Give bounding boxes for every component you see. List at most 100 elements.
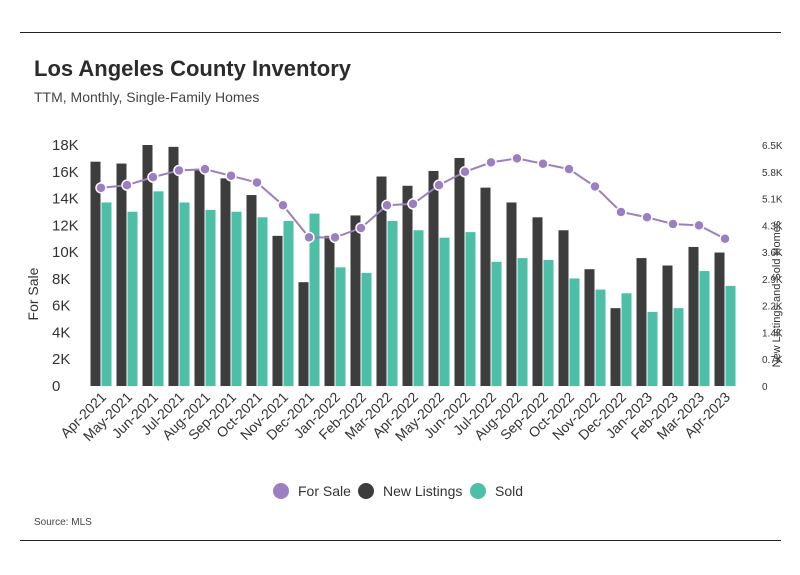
new-listings-bar <box>558 230 569 386</box>
sold-bar <box>621 293 632 386</box>
new-listings-bar <box>402 185 413 386</box>
chart-subtitle: TTM, Monthly, Single-Family Homes <box>34 89 260 105</box>
left-tick-label: 18K <box>52 137 79 154</box>
sold-bar <box>647 311 658 386</box>
new-listings-bar <box>194 169 205 386</box>
for-sale-point <box>407 198 419 210</box>
for-sale-line-layer <box>95 152 731 245</box>
sold-bar <box>699 271 710 386</box>
new-listings-bar <box>714 252 725 386</box>
left-tick-label: 16K <box>52 164 79 181</box>
for-sale-point <box>355 222 367 234</box>
sold-bar <box>725 285 736 386</box>
new-listings-bar <box>688 246 699 386</box>
for-sale-point <box>537 157 549 170</box>
for-sale-point <box>95 182 107 194</box>
legend: For Sale New Listings Sold <box>273 483 523 499</box>
legend-label: Sold <box>495 483 523 499</box>
right-tick-label: 5.1K <box>762 195 783 206</box>
right-tick-label: 6.5K <box>762 141 783 152</box>
sold-bar <box>205 209 216 386</box>
left-tick-label: 2K <box>52 351 70 368</box>
left-tick-label: 4K <box>52 324 70 341</box>
for-sale-point <box>641 211 653 224</box>
new-listings-bar <box>116 163 127 386</box>
bottom-rule <box>20 540 781 541</box>
sold-bar <box>127 211 138 386</box>
sold-bar <box>491 261 502 386</box>
new-listings-bar <box>376 176 387 386</box>
for-sale-point <box>251 176 263 189</box>
new-listings-bar <box>532 217 543 386</box>
left-tick-label: 14K <box>52 191 79 208</box>
top-rule <box>20 32 781 33</box>
for-sale-point <box>433 179 445 191</box>
for-sale-point <box>719 232 731 245</box>
for-sale-point <box>667 218 679 230</box>
legend-swatch <box>273 483 289 499</box>
for-sale-point <box>459 166 471 178</box>
legend-label: New Listings <box>383 483 462 499</box>
for-sale-point <box>615 206 627 218</box>
source-note: Source: MLS <box>34 517 92 528</box>
for-sale-point <box>693 219 705 232</box>
new-listings-bar <box>168 146 179 386</box>
right-tick-label: 2.9K <box>762 275 783 286</box>
left-tick-label: 8K <box>52 271 70 288</box>
left-tick-label: 6K <box>52 298 70 315</box>
new-listings-bar <box>584 269 595 386</box>
new-listings-bar <box>220 178 231 386</box>
for-sale-point <box>147 171 159 183</box>
new-listings-bar <box>246 195 257 386</box>
sold-bar <box>413 230 424 386</box>
for-sale-point <box>277 199 289 211</box>
right-axis-ticks: 0 0.7K 1.4K 2.2K 2.9K 3.6K 4.3K 5.1K 5.8K 6.5K <box>762 141 783 393</box>
right-tick-label: 3.6K <box>762 248 783 259</box>
left-axis-ticks: 0 2K 4K 6K 8K 10K 12K 14K 16K 18K <box>52 137 79 395</box>
for-sale-point <box>173 164 185 177</box>
new-listings-bar <box>142 145 153 386</box>
sold-bar <box>595 289 606 386</box>
sold-bar <box>153 191 164 386</box>
right-axis-title: New Listings and Sold Homes <box>771 220 783 367</box>
right-tick-label: 0 <box>762 382 768 393</box>
x-axis-ticks: Apr-2021May-2021Jun-2021Jul-2021Aug-2021… <box>57 389 733 444</box>
new-listings-bar <box>90 161 101 386</box>
new-listings-bar <box>298 282 309 386</box>
for-sale-point <box>485 156 497 169</box>
sold-bar <box>543 259 554 386</box>
new-listings-bar <box>454 157 465 386</box>
for-sale-point <box>511 152 523 165</box>
new-listings-bar <box>610 308 621 386</box>
left-axis-title: For Sale <box>25 267 41 320</box>
sold-bar <box>179 202 190 386</box>
new-listings-bar <box>662 265 673 386</box>
for-sale-point <box>329 231 341 244</box>
for-sale-point <box>589 180 601 193</box>
sold-bar <box>569 278 580 386</box>
new-listings-bar <box>480 187 491 386</box>
sold-bar <box>465 232 476 386</box>
legend-label: For Sale <box>298 483 351 499</box>
new-listings-bar <box>324 235 335 386</box>
chart-title: Los Angeles County Inventory <box>34 56 352 81</box>
sold-bar <box>335 267 346 386</box>
legend-swatch <box>358 483 374 499</box>
bars-layer <box>90 145 736 386</box>
sold-bar <box>439 237 450 386</box>
right-tick-label: 0.7K <box>762 355 783 366</box>
for-sale-point <box>303 231 315 244</box>
left-tick-label: 10K <box>52 244 79 261</box>
new-listings-bar <box>636 258 647 386</box>
right-tick-label: 2.2K <box>762 302 783 313</box>
for-sale-point <box>563 163 575 175</box>
for-sale-point <box>199 163 211 175</box>
right-tick-label: 5.8K <box>762 168 783 179</box>
right-tick-label: 1.4K <box>762 328 783 339</box>
new-listings-bar <box>506 202 517 386</box>
sold-bar <box>387 221 398 386</box>
sold-bar <box>673 308 684 386</box>
left-tick-label: 12K <box>52 217 79 234</box>
left-tick-label: 0 <box>52 378 60 395</box>
